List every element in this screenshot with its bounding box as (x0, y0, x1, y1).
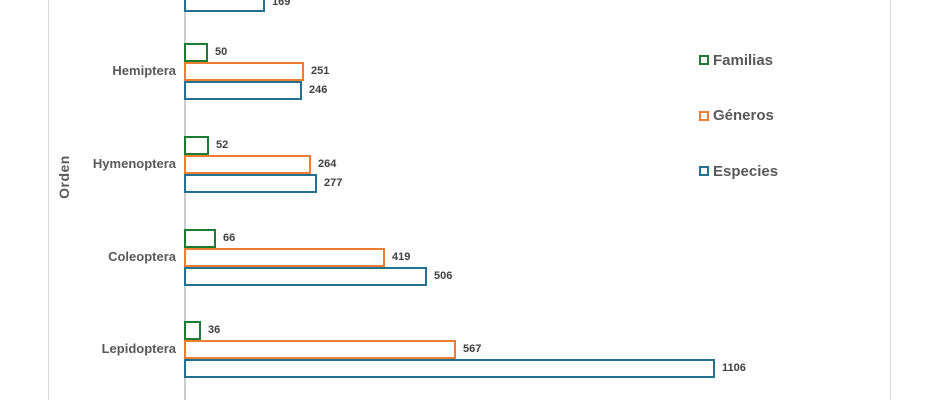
bar-generos (184, 154, 311, 174)
bar-familias (184, 42, 208, 62)
chart-frame-right-border (890, 0, 891, 400)
category-label-lepidoptera: Lepidoptera (101, 341, 176, 356)
bar-familias (184, 320, 201, 340)
legend-label-generos: Géneros (713, 107, 774, 124)
data-label-especies: 506 (434, 270, 453, 282)
data-label-generos: 251 (311, 65, 330, 77)
bar-familias (184, 135, 209, 155)
bar-especies (184, 358, 715, 378)
category-label-hemiptera: Hemiptera (112, 63, 176, 78)
data-label-especies: 246 (309, 84, 328, 96)
bar-generos (184, 61, 304, 81)
legend-swatch-icon-especies (699, 166, 709, 176)
legend-item-especies: Especies (699, 161, 778, 181)
legend-swatch-icon-familias (699, 55, 709, 65)
bar-especies (184, 0, 265, 12)
data-label-especies: 277 (324, 177, 343, 189)
bar-familias (184, 228, 216, 248)
bar-especies (184, 80, 302, 100)
category-label-coleoptera: Coleoptera (108, 249, 176, 264)
data-label-familias: 52 (216, 139, 229, 151)
bar-especies (184, 173, 317, 193)
legend-swatch-icon-generos (699, 110, 709, 121)
legend-label-familias: Familias (713, 51, 774, 69)
data-label-familias: 66 (223, 232, 236, 244)
data-label-generos: 264 (318, 158, 337, 170)
legend-label-especies: Especies (713, 162, 779, 180)
bar-generos (184, 339, 456, 359)
chart-frame-left-border (48, 0, 49, 400)
data-label-familias: 36 (208, 324, 221, 336)
data-label-familias: 50 (215, 46, 228, 58)
legend-item-generos: Géneros (699, 106, 774, 126)
bar-especies (184, 266, 427, 286)
data-label-generos: 419 (392, 251, 411, 263)
bar-generos (184, 247, 385, 267)
data-label-especies: 1106 (722, 362, 746, 374)
category-axis-line (184, 0, 186, 400)
data-label-generos: 567 (463, 343, 482, 355)
data-label-especies: 169 (272, 0, 291, 8)
category-label-hymenoptera: Hymenoptera (92, 156, 176, 171)
legend-item-familias: Familias (699, 50, 773, 70)
